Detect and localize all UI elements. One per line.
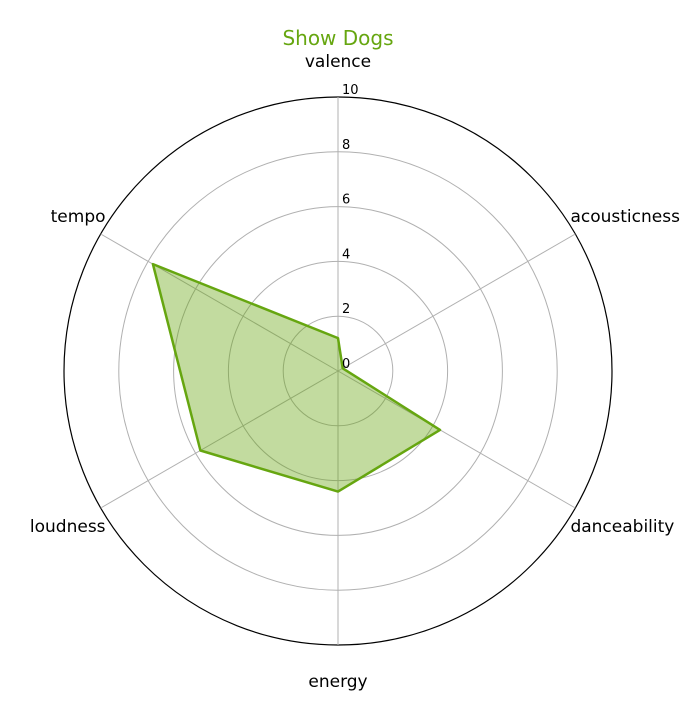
- radial-tick-label: 8: [342, 138, 350, 153]
- radar-spoke-acousticness: [337, 233, 576, 372]
- axis-label-tempo: tempo: [51, 207, 106, 227]
- radar-spoke-danceability: [337, 370, 576, 509]
- axis-label-valence: valence: [305, 52, 371, 72]
- radar-grid: [63, 96, 613, 646]
- axis-label-loudness: loudness: [30, 517, 106, 537]
- radial-tick-label: 10: [342, 83, 359, 98]
- axis-label-acousticness: acousticness: [570, 207, 680, 227]
- radar-labels: 0 2 4 6 8 10 valence acousticness danceability en…: [30, 52, 680, 692]
- radar-series-area: [151, 262, 442, 493]
- chart-title: Show Dogs: [282, 26, 393, 50]
- radial-tick-label: 0: [342, 357, 350, 372]
- axis-label-danceability: danceability: [570, 517, 674, 537]
- radial-tick-label: 4: [342, 247, 350, 262]
- axis-label-energy: energy: [308, 672, 367, 692]
- radar-spoke-loudness: [100, 370, 339, 509]
- radial-tick-label: 2: [342, 302, 350, 317]
- radar-spoke-tempo: [100, 233, 339, 372]
- radial-tick-label: 6: [342, 193, 350, 208]
- radar-series: [151, 262, 442, 493]
